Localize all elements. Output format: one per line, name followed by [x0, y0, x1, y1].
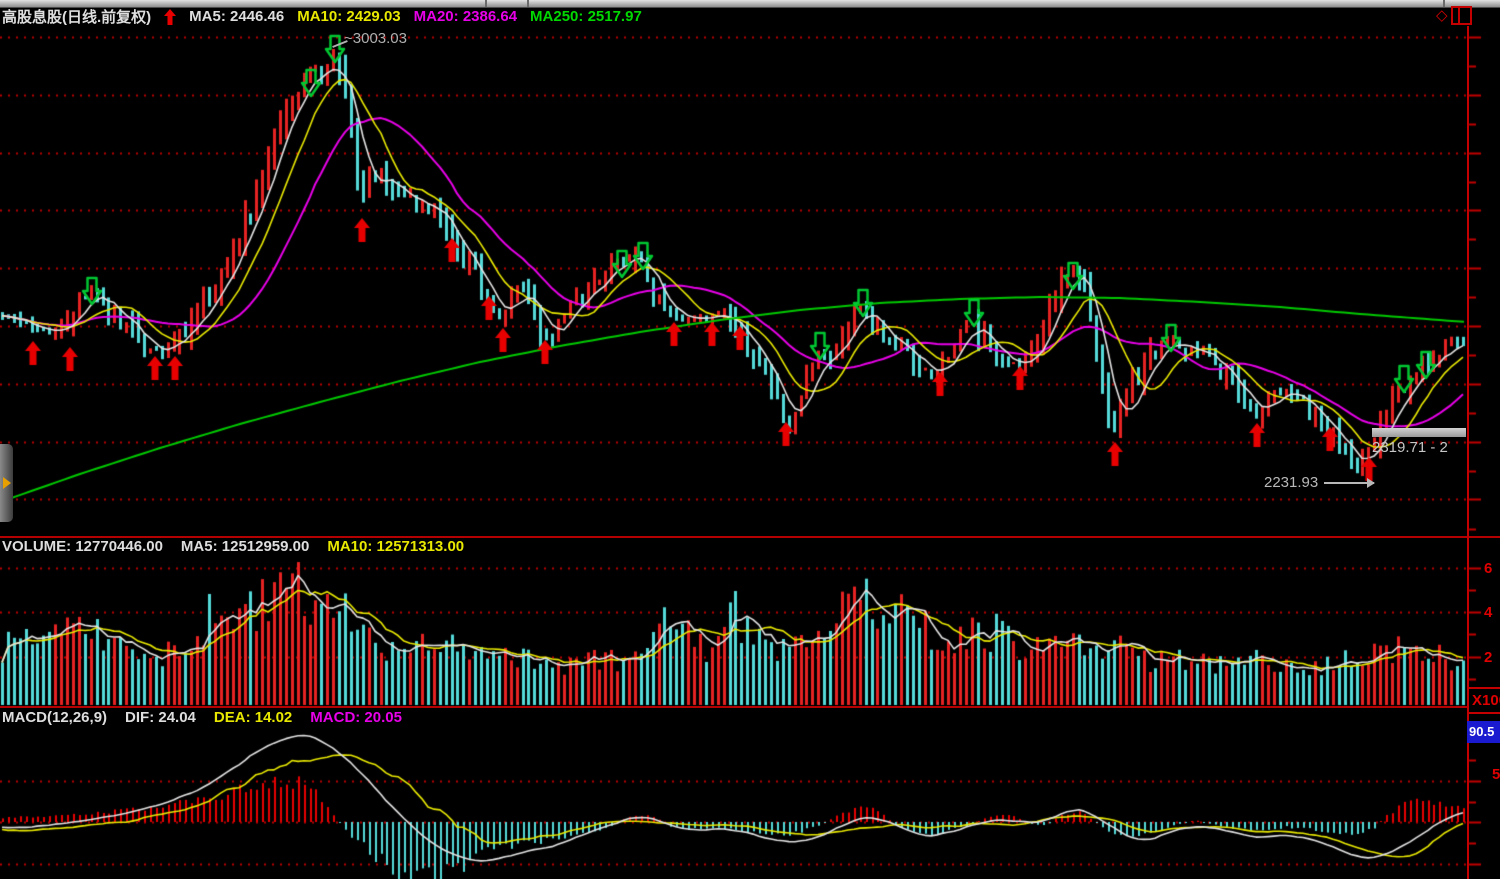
macd-axis-label: 5 [1492, 766, 1500, 783]
panel-expand-handle[interactable] [0, 444, 13, 522]
toolbar-segment-divider [485, 0, 487, 7]
peak-price-annotation: ~3003.03 [344, 30, 407, 47]
volume-header: VOLUME: 12770446.00 MA5: 12512959.00 MA1… [2, 537, 464, 556]
expand-triangle-icon [2, 477, 11, 489]
toolbar-bottom-edge [0, 0, 1500, 8]
dea-readout: DEA: 14.02 [213, 709, 293, 726]
panel-divider [0, 706, 1500, 708]
macd-indicator-name: MACD(12,26,9) [2, 709, 108, 726]
volume-readout: VOLUME: 12770446.00 [2, 538, 163, 555]
up-arrow-icon [164, 8, 177, 25]
split-window-icon[interactable] [1451, 6, 1472, 25]
diamond-tool-icon[interactable]: ◇ [1436, 7, 1448, 24]
toolbar-segment-divider [1443, 0, 1445, 7]
panel-divider [0, 536, 1500, 538]
toolbar-segment-divider [527, 0, 529, 7]
chart-header: 高股息股(日线.前复权) MA5: 2446.46 MA10: 2429.03 … [2, 7, 642, 26]
volume-unit-label: X100 [1467, 687, 1500, 714]
price-flag-bar [1372, 428, 1466, 437]
macd-chart-canvas[interactable] [0, 728, 1500, 879]
volume-chart-canvas[interactable] [0, 556, 1500, 706]
volume-axis-label: 6 [1484, 560, 1493, 577]
dif-readout: DIF: 24.04 [125, 709, 196, 726]
volume-axis-label: 2 [1484, 649, 1493, 666]
ma250-readout: MA250: 2517.97 [530, 8, 642, 25]
macd-header: MACD(12,26,9) DIF: 24.04 DEA: 14.02 MACD… [2, 708, 402, 727]
volume-ma10-readout: MA10: 12571313.00 [327, 538, 465, 555]
low-price-annotation: 2231.93 [1264, 474, 1376, 491]
volume-axis-label: 4 [1484, 604, 1493, 621]
ma5-readout: MA5: 2446.46 [189, 8, 285, 25]
instrument-title: 高股息股(日线.前复权) [2, 9, 152, 26]
price-flag: 2319.71 - 2 [1372, 428, 1466, 456]
main-chart-canvas[interactable] [0, 26, 1500, 536]
low-price-text: 2231.93 [1264, 474, 1319, 491]
price-flag-text: 2319.71 - 2 [1372, 439, 1448, 456]
macd-readout: MACD: 20.05 [310, 709, 402, 726]
macd-position-badge: 90.5 [1467, 721, 1500, 743]
right-arrow-icon [1324, 477, 1376, 488]
ma10-readout: MA10: 2429.03 [297, 8, 401, 25]
split-window-icon-divider [1458, 8, 1460, 23]
volume-ma5-readout: MA5: 12512959.00 [180, 538, 310, 555]
ma20-readout: MA20: 2386.64 [413, 8, 518, 25]
price-axis-line [1467, 26, 1469, 879]
